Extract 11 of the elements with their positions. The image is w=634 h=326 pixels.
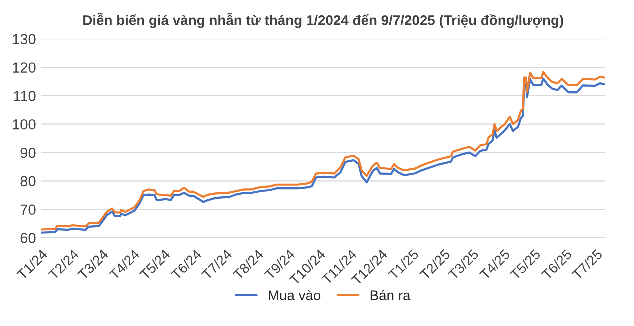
chart-title: Diễn biến giá vàng nhẫn từ tháng 1/2024 đến 9/7/2025 (Triệu đồng/lượng) bbox=[84, 12, 564, 28]
y-tick-label: 110 bbox=[14, 91, 36, 102]
y-tick-label: 60 bbox=[20, 233, 36, 244]
y-tick-label: 70 bbox=[20, 204, 36, 215]
y-tick-label: 100 bbox=[13, 119, 36, 130]
y-tick-label: 120 bbox=[13, 62, 36, 73]
legend-label: Mua vào bbox=[269, 290, 321, 300]
y-tick-label: 90 bbox=[20, 148, 36, 158]
y-tick-label: 80 bbox=[20, 176, 36, 187]
legend-label: Bán ra bbox=[370, 290, 411, 300]
y-tick-label: 130 bbox=[13, 34, 36, 45]
